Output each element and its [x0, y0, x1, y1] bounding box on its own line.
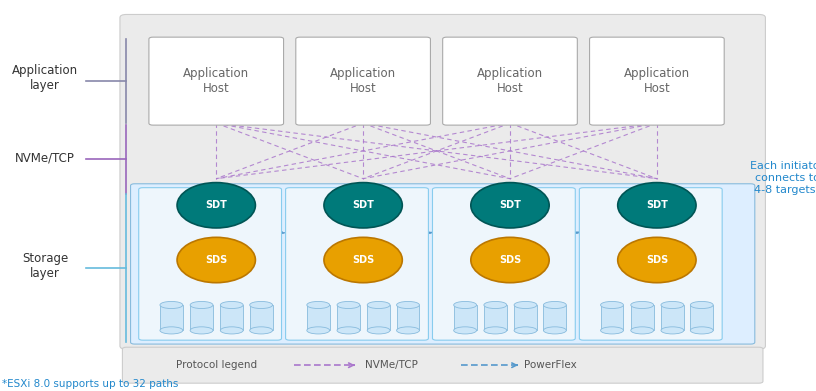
FancyBboxPatch shape [120, 14, 765, 349]
Ellipse shape [601, 301, 623, 308]
Text: SDT: SDT [353, 200, 374, 210]
Ellipse shape [397, 327, 419, 334]
Bar [337, 305, 360, 330]
FancyBboxPatch shape [139, 188, 282, 340]
Ellipse shape [397, 301, 419, 308]
FancyBboxPatch shape [432, 188, 575, 340]
Text: Application
layer: Application layer [11, 64, 78, 92]
Ellipse shape [514, 301, 537, 308]
Ellipse shape [618, 237, 696, 283]
Text: NVMe/TCP: NVMe/TCP [366, 360, 418, 370]
Ellipse shape [471, 237, 549, 283]
Text: SDT: SDT [499, 200, 521, 210]
Bar [250, 305, 273, 330]
Ellipse shape [307, 327, 330, 334]
Bar [484, 305, 507, 330]
Ellipse shape [307, 301, 330, 308]
Ellipse shape [177, 237, 255, 283]
Ellipse shape [543, 301, 566, 308]
Bar [454, 305, 477, 330]
Bar [160, 305, 183, 330]
Ellipse shape [190, 327, 213, 334]
Text: PowerFlex: PowerFlex [525, 360, 577, 370]
FancyBboxPatch shape [295, 37, 431, 125]
Bar [631, 305, 654, 330]
Ellipse shape [484, 327, 507, 334]
Text: SDS: SDS [499, 255, 521, 265]
Bar [514, 305, 537, 330]
Ellipse shape [690, 301, 713, 308]
Ellipse shape [514, 327, 537, 334]
Text: Storage
layer: Storage layer [22, 252, 68, 280]
Text: Each initiator
connects to
4-8 targets*: Each initiator connects to 4-8 targets* [751, 161, 816, 194]
FancyBboxPatch shape [122, 347, 763, 383]
Ellipse shape [337, 327, 360, 334]
Ellipse shape [220, 327, 243, 334]
Text: SDT: SDT [646, 200, 667, 210]
Text: Application
Host: Application Host [330, 67, 397, 95]
Text: Application
Host: Application Host [477, 67, 543, 95]
Text: SDT: SDT [206, 200, 227, 210]
FancyBboxPatch shape [442, 37, 578, 125]
Ellipse shape [690, 327, 713, 334]
Ellipse shape [337, 301, 360, 308]
Text: SDS: SDS [205, 255, 228, 265]
Ellipse shape [190, 301, 213, 308]
Bar [601, 305, 623, 330]
Bar [543, 305, 566, 330]
Ellipse shape [367, 327, 390, 334]
FancyBboxPatch shape [286, 188, 428, 340]
Ellipse shape [618, 183, 696, 228]
Ellipse shape [484, 301, 507, 308]
Ellipse shape [367, 301, 390, 308]
Ellipse shape [250, 301, 273, 308]
FancyBboxPatch shape [149, 37, 284, 125]
Ellipse shape [324, 237, 402, 283]
Ellipse shape [220, 301, 243, 308]
Ellipse shape [631, 327, 654, 334]
Ellipse shape [454, 301, 477, 308]
Ellipse shape [543, 327, 566, 334]
Bar [220, 305, 243, 330]
FancyBboxPatch shape [131, 184, 755, 344]
Text: Protocol legend: Protocol legend [175, 360, 257, 370]
Text: Application
Host: Application Host [623, 67, 690, 95]
Text: SDS: SDS [352, 255, 375, 265]
Bar [661, 305, 684, 330]
Text: SDS: SDS [645, 255, 668, 265]
Ellipse shape [454, 327, 477, 334]
Text: Application
Host: Application Host [183, 67, 250, 95]
Bar [397, 305, 419, 330]
Ellipse shape [177, 183, 255, 228]
Text: *ESXi 8.0 supports up to 32 paths: *ESXi 8.0 supports up to 32 paths [2, 379, 178, 389]
Ellipse shape [250, 327, 273, 334]
FancyBboxPatch shape [579, 188, 722, 340]
Ellipse shape [631, 301, 654, 308]
FancyBboxPatch shape [589, 37, 725, 125]
Ellipse shape [160, 327, 183, 334]
Ellipse shape [160, 301, 183, 308]
Ellipse shape [661, 301, 684, 308]
Bar [190, 305, 213, 330]
Bar [307, 305, 330, 330]
Bar [690, 305, 713, 330]
Ellipse shape [661, 327, 684, 334]
Text: NVMe/TCP: NVMe/TCP [15, 152, 75, 165]
Ellipse shape [601, 327, 623, 334]
Bar [367, 305, 390, 330]
Ellipse shape [471, 183, 549, 228]
Ellipse shape [324, 183, 402, 228]
